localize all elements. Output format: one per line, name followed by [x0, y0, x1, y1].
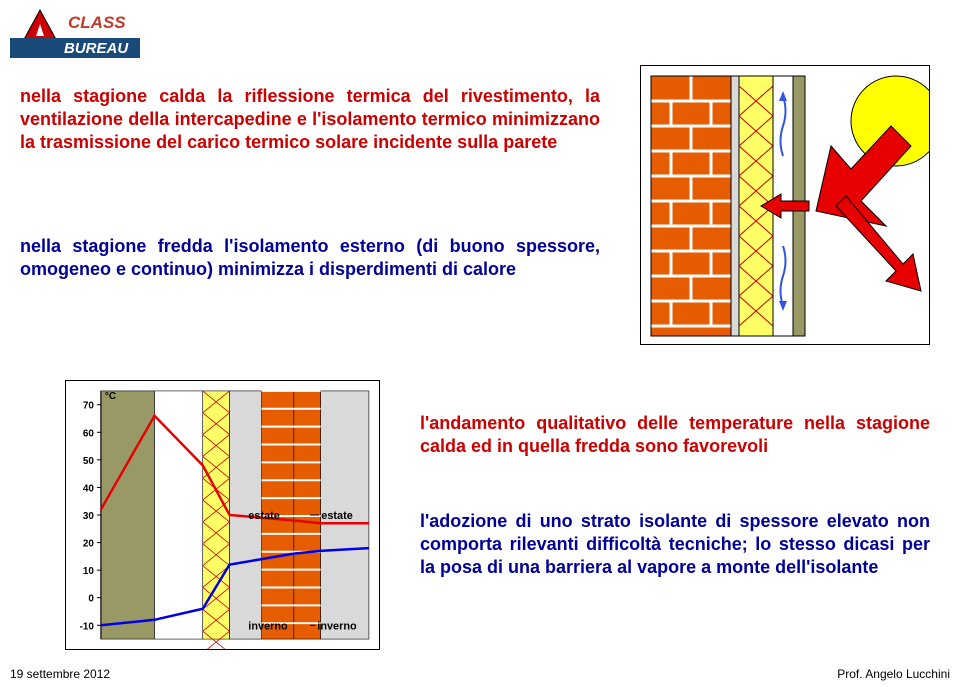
svg-text:°C: °C [105, 391, 116, 402]
paragraph-temp-trend: l'andamento qualitativo delle temperatur… [420, 412, 930, 458]
svg-text:0: 0 [88, 594, 94, 605]
footer: 19 settembre 2012 Prof. Angelo Lucchini [10, 667, 950, 681]
svg-text:10: 10 [83, 566, 95, 577]
svg-text:-10: -10 [80, 621, 95, 632]
footer-author: Prof. Angelo Lucchini [837, 667, 950, 681]
logo: CLASS BUREAU [10, 6, 140, 64]
paragraph-winter: nella stagione fredda l'isolamento ester… [20, 235, 600, 281]
temperature-chart: -10 0 10 20 30 40 50 60 70 °C estate inverno estate i… [65, 380, 380, 650]
footer-date: 19 settembre 2012 [10, 667, 110, 681]
svg-text:estate: estate [321, 510, 353, 522]
logo-bottom-text: BUREAU [64, 40, 129, 57]
wall-section-diagram [640, 65, 930, 345]
svg-text:inverno: inverno [317, 620, 357, 632]
paragraph-summer: nella stagione calda la riflessione term… [20, 85, 600, 154]
svg-text:70: 70 [83, 401, 95, 412]
svg-text:30: 30 [83, 511, 95, 522]
paragraph-insulation-adoption: l'adozione di uno strato isolante di spe… [420, 510, 930, 579]
svg-text:estate: estate [248, 510, 280, 522]
svg-text:inverno: inverno [248, 620, 288, 632]
svg-text:40: 40 [83, 483, 95, 494]
logo-top-text: CLASS [68, 13, 126, 32]
svg-text:50: 50 [83, 456, 95, 467]
svg-text:20: 20 [83, 539, 95, 550]
svg-text:60: 60 [83, 428, 95, 439]
